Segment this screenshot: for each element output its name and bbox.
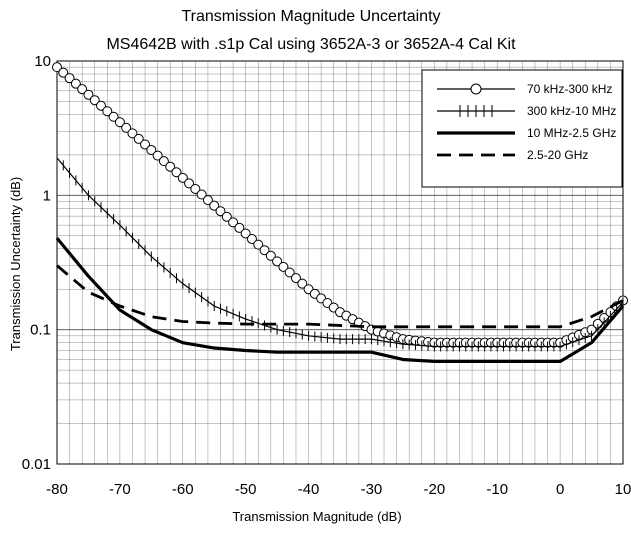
y-tick-label: 0.1 (30, 322, 51, 339)
data-point (96, 100, 107, 111)
legend-item: 2.5-20 GHz (437, 148, 588, 162)
data-point (215, 206, 226, 217)
legend-item: 70 kHz-300 kHz (437, 82, 612, 96)
x-tick-label: 0 (556, 481, 564, 498)
data-point (196, 189, 207, 200)
y-axis-label: Transmission Uncertainty (dB) (8, 177, 23, 351)
x-axis-label: Transmission Magnitude (dB) (232, 509, 401, 524)
data-point (265, 250, 276, 261)
data-point (89, 95, 100, 106)
x-tick-label: -30 (361, 481, 383, 498)
x-tick-label: -50 (235, 481, 257, 498)
data-point (259, 245, 270, 256)
data-point (209, 200, 220, 211)
legend-label: 300 kHz-10 MHz (527, 104, 616, 118)
data-point (102, 106, 113, 117)
y-tick-label: 10 (34, 53, 51, 70)
data-point (133, 133, 144, 144)
data-point (253, 239, 264, 250)
data-point (290, 273, 301, 284)
data-point (152, 150, 163, 161)
x-tick-label: -20 (423, 481, 445, 498)
x-tick-label: -70 (109, 481, 131, 498)
legend: 70 kHz-300 kHz 300 kHz-10 MHz 10 MHz-2.5 G… (421, 69, 623, 188)
data-point (52, 62, 62, 73)
x-tick-label: -60 (172, 481, 194, 498)
y-tick-label: 0.01 (22, 456, 51, 473)
series-line (55, 237, 625, 364)
data-point (278, 261, 289, 272)
data-point (234, 222, 245, 233)
x-tick-label: 10 (615, 481, 631, 498)
data-point (146, 145, 157, 156)
data-point (58, 67, 69, 78)
data-point (140, 139, 151, 150)
data-point (284, 267, 295, 278)
data-point (108, 111, 119, 122)
data-point (83, 89, 94, 100)
data-point (77, 84, 88, 95)
x-tick-label: -40 (298, 481, 320, 498)
series-line (56, 264, 624, 329)
data-point (171, 167, 182, 178)
data-point (272, 256, 283, 267)
series-2 (56, 152, 624, 352)
data-point (121, 122, 132, 133)
x-tick-label: -80 (46, 481, 68, 498)
data-point (190, 183, 201, 194)
tick-labels: -80 -70 -60 -50 -40 -30 -20 -10 0 10 0.01 0.1 1 10 (22, 53, 631, 498)
data-point (114, 117, 125, 128)
data-point (221, 211, 232, 222)
legend-item: 300 kHz-10 MHz (437, 104, 616, 118)
data-point (184, 178, 195, 189)
data-point (70, 78, 81, 89)
series-4 (56, 264, 624, 329)
legend-label: 70 kHz-300 kHz (527, 82, 612, 96)
legend-label: 2.5-20 GHz (527, 148, 588, 162)
legend-item: 10 MHz-2.5 GHz (437, 126, 616, 140)
data-point (177, 172, 188, 183)
plot-frame (56, 60, 624, 465)
data-point (228, 217, 239, 228)
legend-label: 10 MHz-2.5 GHz (527, 126, 616, 140)
y-tick-label: 1 (43, 187, 51, 204)
data-point (127, 128, 138, 139)
series-layer (52, 62, 628, 364)
x-tick-label: -10 (486, 481, 508, 498)
legend-marker (470, 83, 482, 95)
data-point (297, 278, 308, 289)
data-point (246, 234, 257, 245)
chart-subtitle: MS4642B with .s1p Cal using 3652A-3 or 3… (106, 36, 516, 53)
data-point (240, 228, 251, 239)
data-point (202, 195, 213, 206)
chart-title: Transmission Magnitude Uncertainty (181, 8, 440, 25)
data-point (165, 161, 176, 172)
data-point (64, 73, 75, 84)
series-3 (55, 237, 625, 364)
data-point (158, 156, 169, 167)
